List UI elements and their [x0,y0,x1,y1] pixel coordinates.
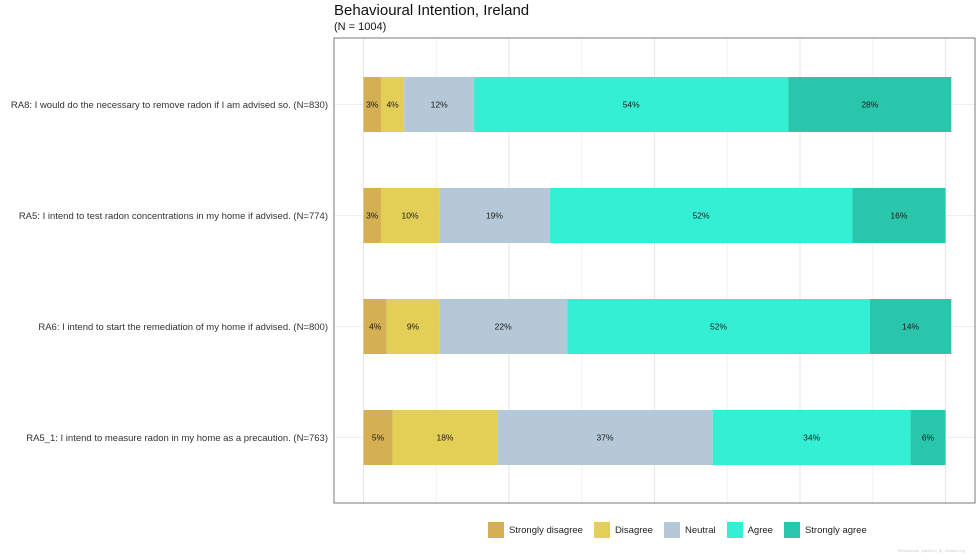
chart-subtitle: (N = 1004) [334,21,387,33]
data-label: 3% [366,100,379,110]
data-label: 10% [402,211,419,221]
data-label: 37% [597,433,614,443]
data-label: 4% [369,322,382,332]
category-label: RA5: I intend to test radon concentratio… [19,211,328,222]
legend-item: Disagree [593,522,653,538]
data-label: 34% [803,433,820,443]
data-label: 14% [902,322,919,332]
bar-segment [439,299,568,354]
bar-segment [363,188,381,243]
data-label: 22% [495,322,512,332]
chart-title: Behavioural Intention, Ireland [334,2,530,19]
bar-segment [386,299,440,354]
data-label: 28% [861,100,878,110]
bar-segment [392,410,498,465]
data-label: 3% [366,211,379,221]
bar-segment [380,77,405,132]
legend-item: Neutral [663,522,716,538]
data-label: 19% [486,211,503,221]
bar-segment [404,77,475,132]
stacked-bar-chart: 3% 4% 12% 54% 28% RA8: I would do the necessa… [11,37,976,504]
data-label: 5% [372,433,385,443]
legend-item: Strongly agree [783,522,867,538]
data-label: 9% [407,322,420,332]
data-label: 52% [710,322,727,332]
bar-segment [363,410,393,465]
bar-segment [380,188,440,243]
category-label: RA5_1: I intend to measure radon in my h… [26,433,328,444]
legend-label: Neutral [684,524,716,536]
bar-segment [474,77,789,132]
legend-swatch [593,522,610,538]
legend-label: Disagree [614,524,653,536]
legend-item: Agree [726,522,773,538]
data-label: 18% [436,433,453,443]
legend-item: Strongly disagree [488,522,583,538]
data-label: 52% [693,211,710,221]
legend-swatch [488,522,504,538]
bar-segment [567,299,870,354]
bar-segment [852,188,946,243]
legend-label: Strongly disagree [509,524,583,536]
bar-segment [712,410,911,465]
bar-segment [910,410,946,465]
legend-label: Strongly agree [804,524,867,536]
bar-segment [363,77,381,132]
legend: Strongly disagree Disagree Neutral Agree Str… [488,522,878,538]
legend-swatch [783,522,800,538]
category-label: RA6: I intend to start the remediation o… [38,322,328,333]
category-label: RA8: I would do the necessary to remove … [11,100,328,111]
data-label: 12% [431,100,448,110]
plot-panel-border [333,37,976,504]
bar-segment [549,188,853,243]
data-label: 16% [890,211,907,221]
legend-swatch [663,522,680,538]
bar-segment [439,188,550,243]
data-label: 54% [623,100,640,110]
data-label: 6% [922,433,935,443]
bar-segment [788,77,952,132]
legend-label: Agree [747,524,773,536]
bar-segment [363,299,387,354]
bar-segment [497,410,713,465]
data-label: 4% [386,100,399,110]
legend-swatch [726,522,743,538]
bar-segment [869,299,952,354]
watermark: Behavioural_Intention_IE_Ireland.png [898,548,965,553]
